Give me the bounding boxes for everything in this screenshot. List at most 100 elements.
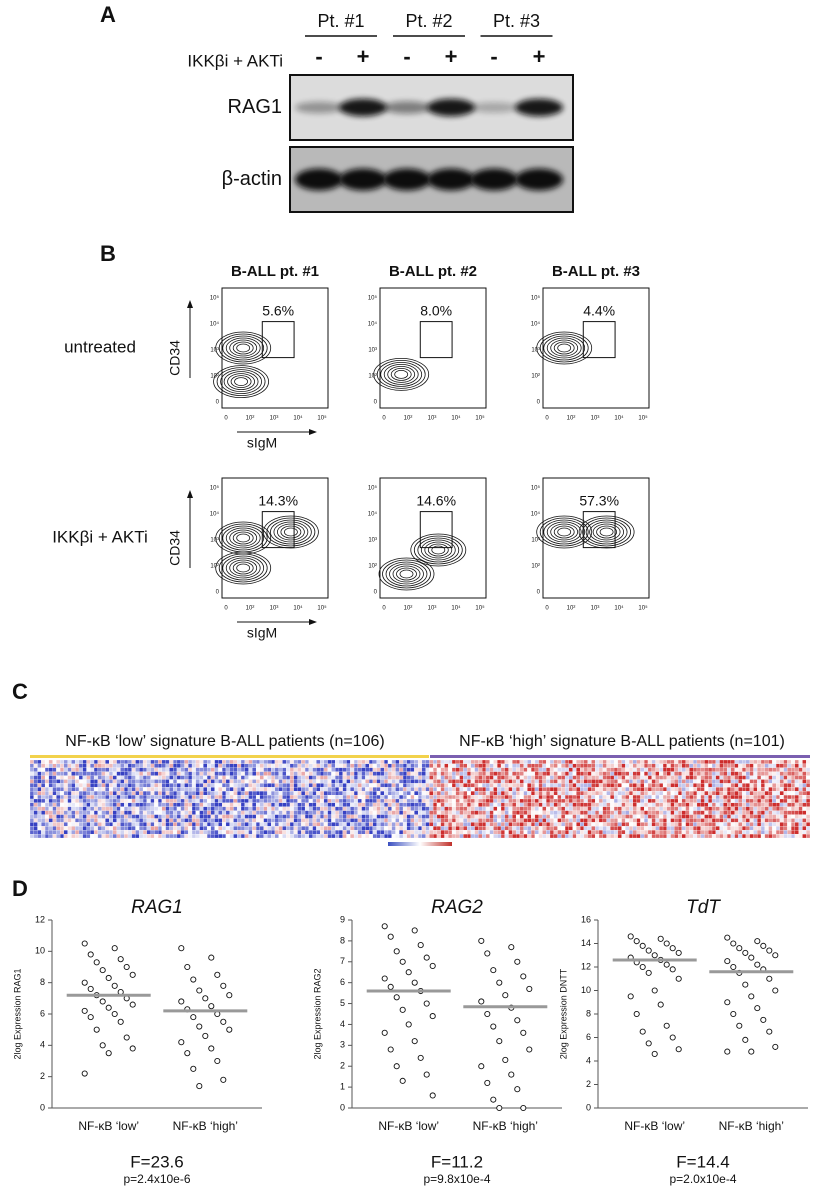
heatmap-cell <box>489 822 494 827</box>
y-tick-label: 10² <box>531 374 540 380</box>
heatmap-cell <box>195 806 200 811</box>
heatmap-cell <box>184 783 189 788</box>
heatmap-cell <box>240 783 245 788</box>
heatmap-cell <box>361 783 366 788</box>
data-point <box>196 1083 203 1090</box>
data-point <box>766 1028 773 1035</box>
heatmap-cell <box>229 822 234 827</box>
heatmap-cell <box>723 794 728 800</box>
heatmap-cell <box>444 779 449 784</box>
heatmap-cell <box>75 826 80 831</box>
heatmap-cell <box>67 818 72 823</box>
heatmap-cell <box>564 830 569 835</box>
heatmap-cell <box>146 830 151 835</box>
heatmap-cell <box>538 783 543 788</box>
heatmap-cell <box>610 833 615 839</box>
heatmap-cell <box>700 783 705 788</box>
heatmap-cell <box>240 826 245 831</box>
heatmap-cell <box>169 798 174 804</box>
heatmap-cell <box>304 763 309 768</box>
heatmap-cell <box>255 771 260 776</box>
heatmap-cell <box>783 830 788 835</box>
heatmap-cell <box>772 833 777 839</box>
heatmap-cell <box>380 814 385 819</box>
heatmap-cell <box>97 833 102 839</box>
heatmap-cell <box>139 826 144 831</box>
heatmap-cell <box>655 798 660 804</box>
heatmap-cell <box>715 763 720 768</box>
heatmap-cell <box>380 791 385 796</box>
heatmap-cell <box>146 806 151 811</box>
heatmap-cell <box>154 818 159 823</box>
heatmap-cell <box>768 775 773 780</box>
contour <box>399 569 414 579</box>
heatmap-cell <box>779 814 784 819</box>
heatmap-cell <box>459 763 464 768</box>
heatmap-cell <box>681 783 686 788</box>
heatmap-cell <box>425 794 430 800</box>
heatmap-cell <box>402 794 407 800</box>
data-point <box>675 949 682 956</box>
heatmap-cell <box>636 783 641 788</box>
heatmap-cell <box>700 779 705 784</box>
heatmap-cell <box>131 833 136 839</box>
heatmap-cell <box>414 771 419 776</box>
heatmap-cell <box>595 791 600 796</box>
heatmap-cell <box>357 818 362 823</box>
heatmap-cell <box>576 826 581 831</box>
heatmap-cell <box>44 830 49 835</box>
heatmap-cell <box>188 798 193 804</box>
heatmap-cell <box>696 798 701 804</box>
heatmap-cell <box>527 779 532 784</box>
heatmap-cell <box>210 810 215 815</box>
heatmap-cell <box>644 759 649 765</box>
heatmap-cell <box>576 810 581 815</box>
heatmap-cell <box>210 759 215 765</box>
flow-plot-frame <box>221 287 329 409</box>
heatmap-cell <box>131 830 136 835</box>
heatmap-cell <box>685 763 690 768</box>
heatmap-cell <box>791 830 796 835</box>
heatmap-cell <box>44 779 49 784</box>
heatmap-cell <box>297 822 302 827</box>
heatmap-cell <box>429 759 434 765</box>
heatmap-cell <box>154 833 159 839</box>
heatmap-cell <box>561 779 566 784</box>
heatmap-cell <box>316 798 321 804</box>
heatmap-cell <box>346 818 351 823</box>
heatmap-cell <box>561 818 566 823</box>
heatmap-cell <box>561 798 566 804</box>
heatmap-cell <box>387 775 392 780</box>
heatmap-cell <box>278 779 283 784</box>
heatmap-cell <box>794 830 799 835</box>
heatmap-cell <box>252 787 257 792</box>
heatmap-cell <box>109 798 113 804</box>
heatmap-cell <box>775 791 780 796</box>
heatmap-cell <box>335 806 340 811</box>
heatmap-cell <box>429 826 434 831</box>
heatmap-cell <box>320 802 325 807</box>
heatmap-cell <box>685 783 690 788</box>
heatmap-cell <box>316 802 321 807</box>
heatmap-cell <box>218 759 223 765</box>
heatmap-cell <box>806 814 811 819</box>
heatmap-cell <box>158 779 162 784</box>
heatmap-cell <box>214 833 219 839</box>
heatmap-cell <box>142 814 147 819</box>
heatmap-cell <box>338 759 343 765</box>
heatmap-cell <box>124 822 129 827</box>
heatmap-cell <box>727 818 731 823</box>
heatmap-cell <box>252 814 257 819</box>
heatmap-cell <box>606 759 611 765</box>
heatmap-cell <box>406 783 411 788</box>
heatmap-cell <box>538 759 543 765</box>
heatmap-cell <box>655 771 660 776</box>
heatmap-cell <box>467 830 471 835</box>
heatmap-cell <box>421 787 426 792</box>
heatmap-cell <box>715 810 720 815</box>
heatmap-cell <box>154 779 159 784</box>
heatmap-cell <box>218 802 223 807</box>
heatmap-cell <box>621 763 626 768</box>
heatmap-cell <box>538 818 543 823</box>
heatmap-cell <box>267 787 272 792</box>
